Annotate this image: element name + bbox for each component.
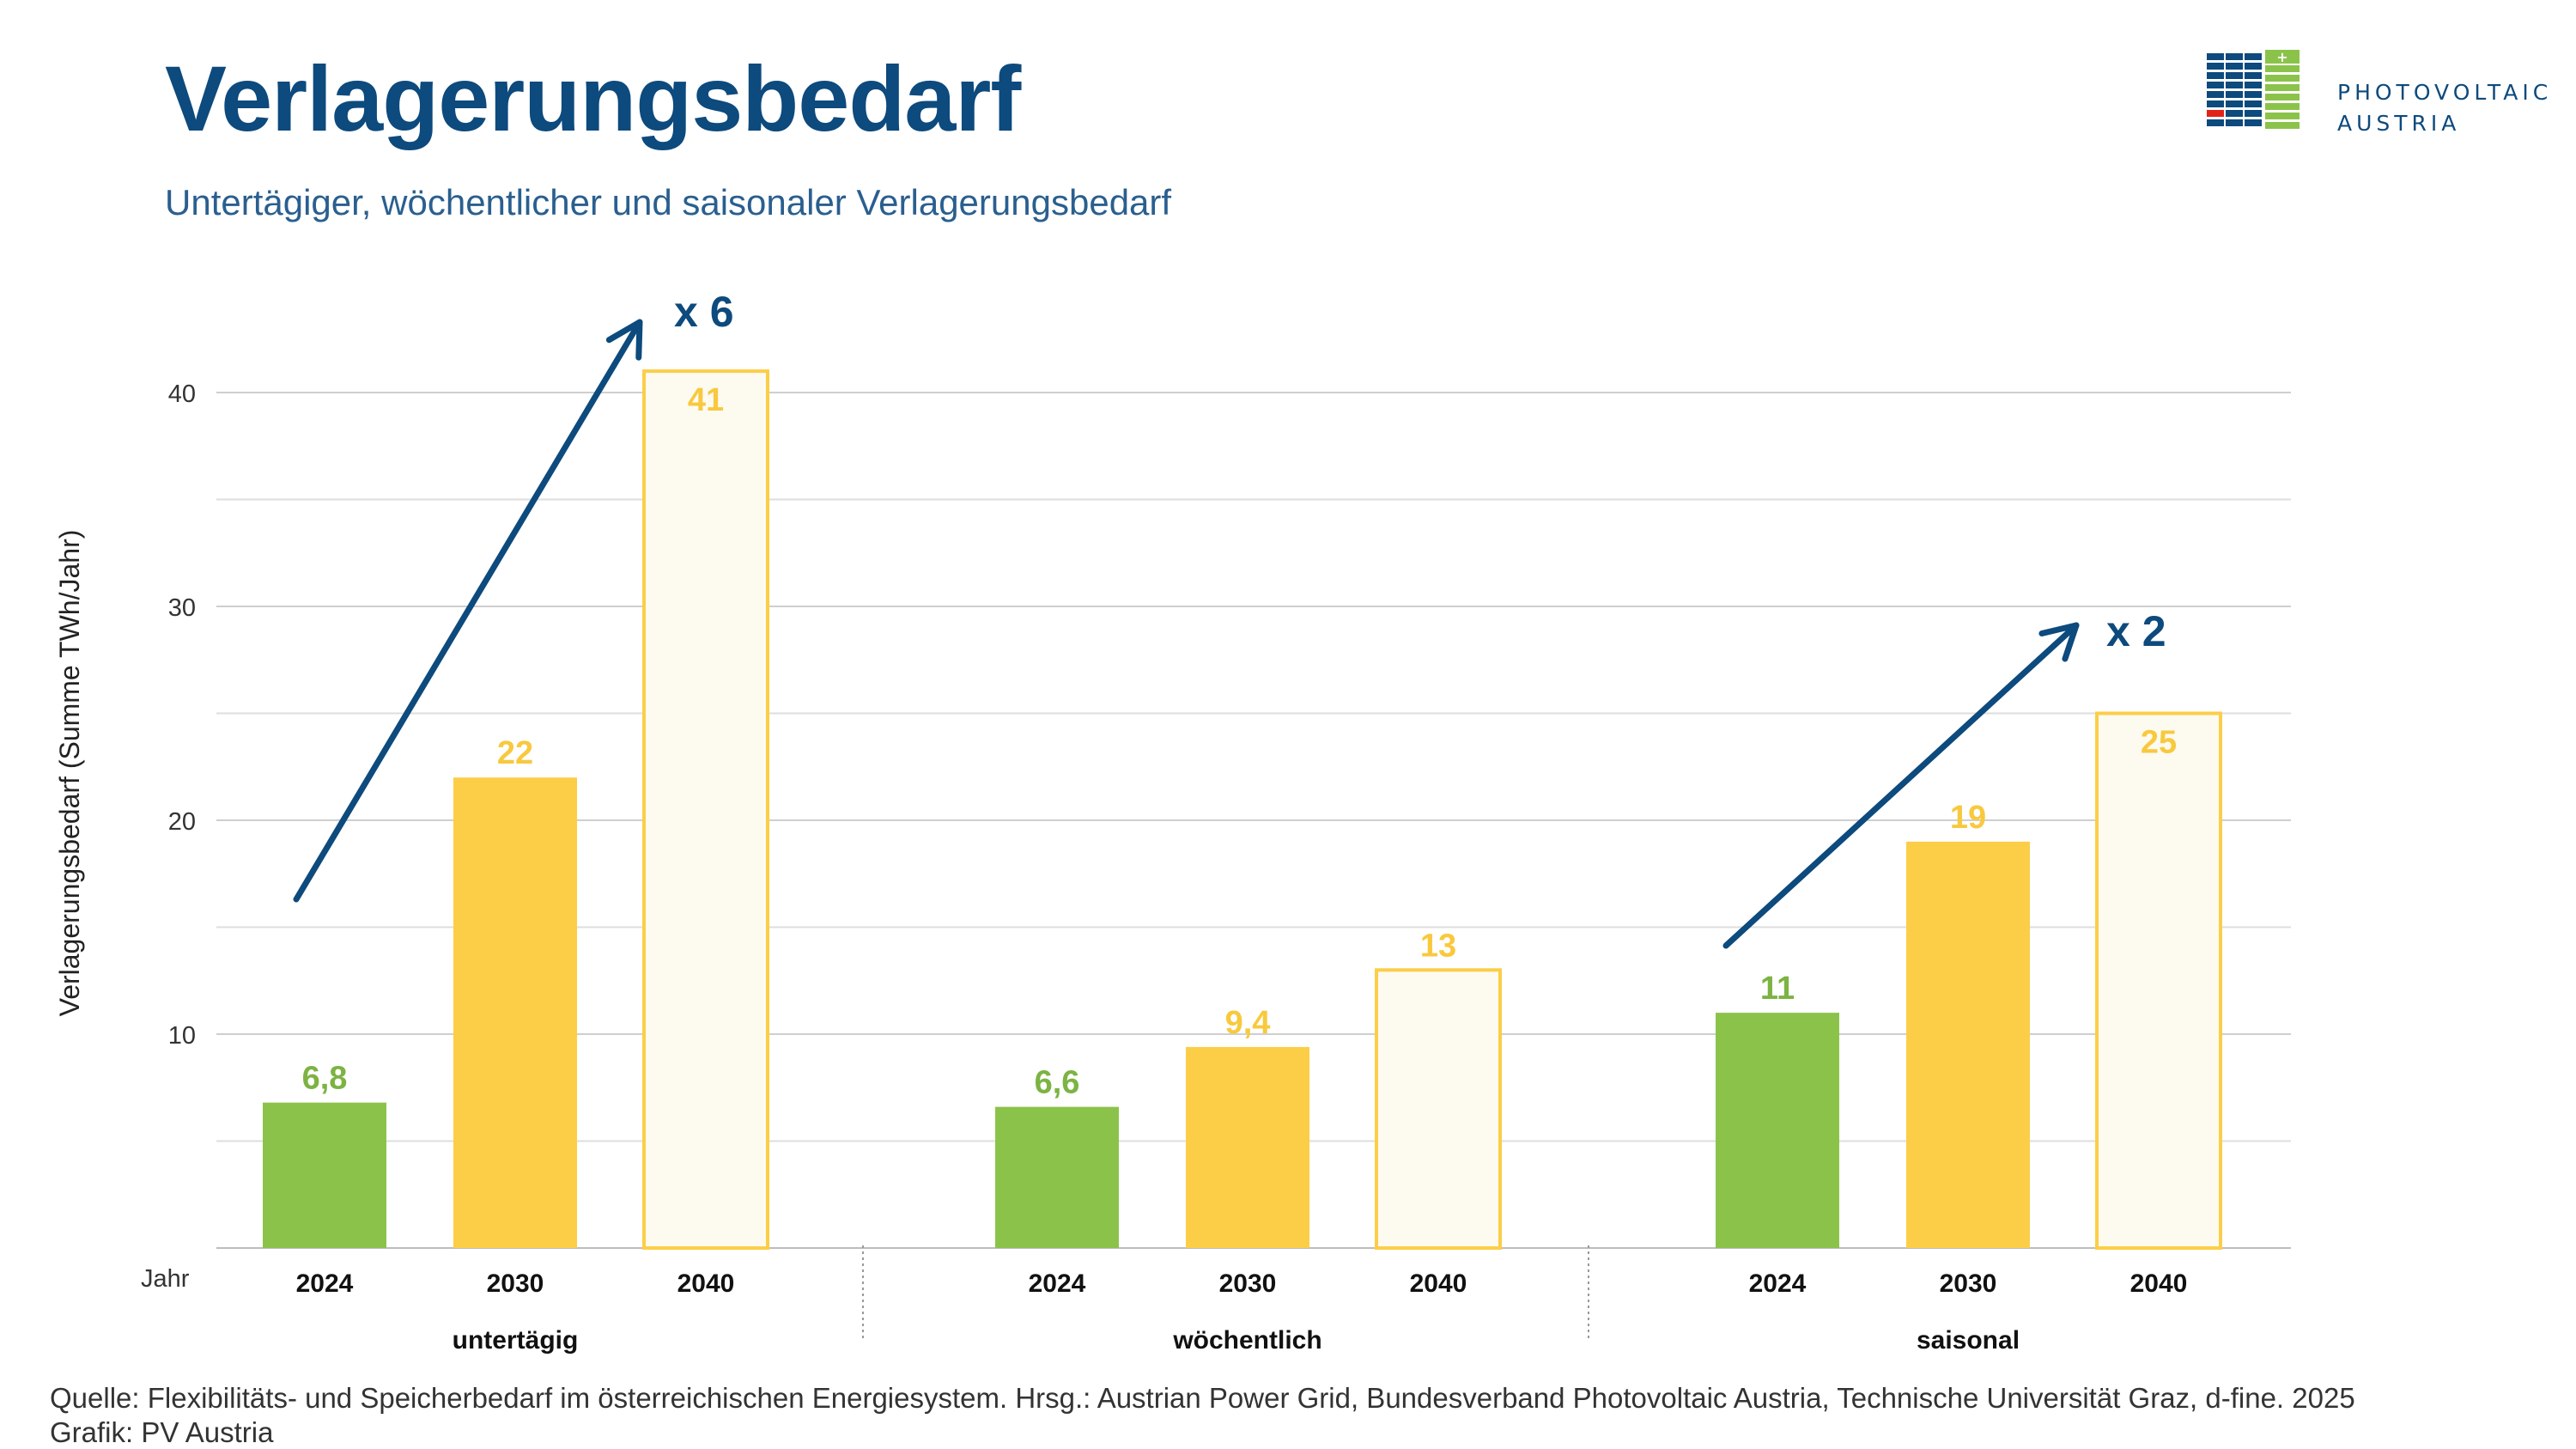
growth-arrow-head bbox=[605, 319, 643, 361]
data-label: 25 bbox=[2141, 725, 2177, 761]
data-label: 19 bbox=[1950, 800, 1986, 836]
photovoltaic-austria-logo: + bbox=[2207, 50, 2300, 129]
bar bbox=[1906, 841, 2030, 1248]
y-tick-label: 20 bbox=[168, 808, 196, 836]
y-tick-label: 40 bbox=[168, 381, 196, 408]
x-tick-label: 2040 bbox=[677, 1269, 735, 1298]
x-tick-label: 2040 bbox=[2130, 1269, 2188, 1298]
x-tick-label: 2030 bbox=[487, 1269, 544, 1298]
x-axis-prefix: Jahr bbox=[141, 1265, 190, 1293]
growth-annotation: x 2 bbox=[2106, 607, 2166, 655]
bar bbox=[1186, 1046, 1309, 1248]
bar bbox=[1716, 1013, 1839, 1248]
group-label: untertägig bbox=[453, 1326, 579, 1355]
group-label: saisonal bbox=[1917, 1326, 2020, 1355]
bar bbox=[995, 1106, 1119, 1248]
source-text: Quelle: Flexibilitäts- und Speicherbedar… bbox=[50, 1382, 2355, 1414]
logo-text: PHOTOVOLTAIC AUSTRIA bbox=[2337, 77, 2552, 139]
credit-text: Grafik: PV Austria bbox=[50, 1416, 274, 1448]
growth-arrow-head bbox=[2038, 622, 2080, 662]
x-tick-label: 2030 bbox=[1219, 1269, 1277, 1298]
x-tick-label: 2024 bbox=[1749, 1269, 1807, 1298]
logo-mark: + bbox=[2207, 50, 2300, 129]
bar bbox=[1375, 968, 1502, 1251]
data-label: 22 bbox=[497, 735, 533, 771]
y-tick-label: 10 bbox=[168, 1022, 196, 1050]
data-label: 9,4 bbox=[1225, 1005, 1271, 1041]
growth-arrow bbox=[1722, 622, 2080, 949]
growth-annotation: x 6 bbox=[674, 288, 734, 336]
source-note: Quelle: Flexibilitäts- und Speicherbedar… bbox=[50, 1381, 2355, 1449]
bar bbox=[2095, 711, 2222, 1250]
bar bbox=[263, 1102, 386, 1248]
logo-line-1: PHOTOVOLTAIC bbox=[2337, 80, 2553, 105]
page-subtitle: Untertägiger, wöchentlicher und saisonal… bbox=[165, 182, 1172, 222]
page-title: Verlagerungsbedarf bbox=[165, 46, 1021, 150]
bar bbox=[453, 777, 577, 1248]
data-label: 41 bbox=[688, 382, 724, 418]
data-label: 6,6 bbox=[1035, 1065, 1080, 1101]
y-axis-label: Verlagerungsbedarf (Summe TWh/Jahr) bbox=[54, 530, 85, 1017]
x-tick-label: 2040 bbox=[1410, 1269, 1467, 1298]
data-label: 11 bbox=[1760, 971, 1795, 1007]
x-tick-label: 2030 bbox=[1940, 1269, 1997, 1298]
y-tick-label: 30 bbox=[168, 594, 196, 622]
data-label: 13 bbox=[1420, 928, 1456, 964]
growth-arrow bbox=[293, 319, 643, 903]
x-tick-label: 2024 bbox=[1029, 1269, 1086, 1298]
data-label: 6,8 bbox=[302, 1061, 348, 1097]
bar bbox=[642, 369, 769, 1251]
x-tick-label: 2024 bbox=[296, 1269, 354, 1298]
logo-line-2: AUSTRIA bbox=[2337, 111, 2461, 136]
svg-text:+: + bbox=[2276, 50, 2287, 65]
group-label: wöchentlich bbox=[1172, 1326, 1321, 1355]
